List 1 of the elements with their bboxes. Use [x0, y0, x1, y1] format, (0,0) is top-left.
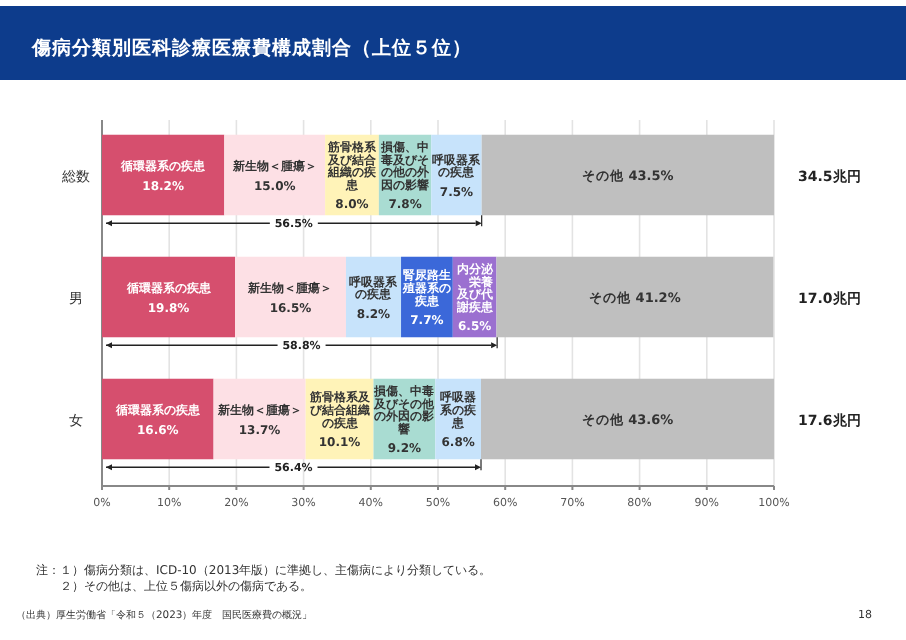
chart-title: 傷病分類別医科診療医療費構成割合（上位５位） — [30, 36, 472, 60]
